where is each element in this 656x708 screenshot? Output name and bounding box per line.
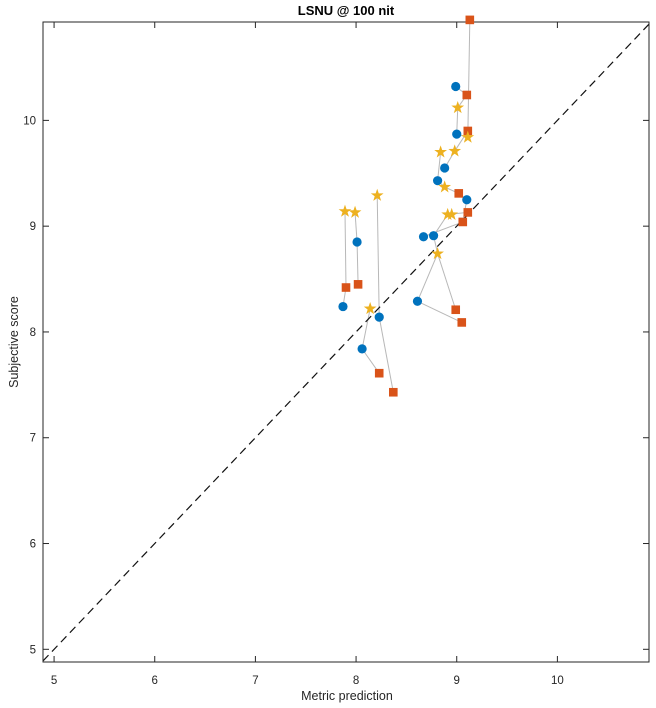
star-marker bbox=[431, 246, 444, 260]
identity-line bbox=[42, 23, 650, 662]
star-marker bbox=[445, 207, 459, 220]
square-marker bbox=[465, 15, 475, 25]
connector-line bbox=[376, 195, 380, 318]
y-tick-label: 6 bbox=[30, 539, 36, 551]
star-marker bbox=[448, 144, 462, 157]
y-tick-label: 8 bbox=[30, 327, 36, 339]
square-marker bbox=[462, 90, 472, 100]
square-marker bbox=[389, 387, 398, 397]
y-tick-label: 5 bbox=[30, 644, 36, 656]
circle-marker bbox=[451, 81, 461, 92]
connector-line bbox=[467, 19, 471, 138]
connector-line bbox=[361, 308, 371, 349]
star-marker bbox=[434, 145, 447, 158]
square-marker bbox=[457, 318, 467, 327]
star-marker bbox=[438, 180, 452, 193]
square-marker bbox=[458, 217, 468, 227]
connector-line bbox=[417, 253, 439, 302]
y-axis-label: Subjective score bbox=[7, 296, 21, 388]
square-marker bbox=[451, 305, 461, 315]
x-tick-label: 9 bbox=[454, 675, 460, 687]
circle-marker bbox=[412, 296, 423, 306]
x-tick-label: 10 bbox=[551, 675, 564, 687]
square-marker bbox=[463, 208, 473, 217]
axis-ticks bbox=[43, 22, 649, 662]
connector-lines bbox=[342, 19, 471, 393]
y-tick-label: 7 bbox=[30, 433, 36, 445]
circle-marker bbox=[374, 312, 384, 322]
data-markers bbox=[338, 15, 475, 397]
star-marker bbox=[451, 100, 465, 114]
connector-line bbox=[354, 212, 358, 243]
square-marker bbox=[454, 189, 464, 198]
circle-marker bbox=[440, 163, 450, 173]
y-tick-label: 9 bbox=[30, 221, 36, 233]
x-tick-label: 5 bbox=[51, 675, 57, 687]
axes-box bbox=[42, 21, 650, 663]
star-marker bbox=[370, 188, 384, 201]
star-marker bbox=[461, 130, 475, 143]
circle-marker bbox=[338, 301, 348, 312]
x-tick-label: 6 bbox=[152, 675, 158, 687]
x-tick-label: 8 bbox=[353, 675, 359, 687]
x-tick-label: 7 bbox=[252, 675, 258, 687]
connector-line bbox=[344, 211, 347, 288]
connector-line bbox=[437, 152, 442, 181]
axis-tick-labels: 5 6 7 8 9 10 5 6 7 8 9 10 bbox=[23, 115, 564, 687]
x-axis-label: Metric prediction bbox=[301, 689, 393, 703]
star-marker bbox=[338, 204, 352, 217]
connector-line bbox=[437, 253, 457, 310]
chart-title: LSNU @ 100 nit bbox=[298, 3, 395, 18]
connector-line bbox=[417, 300, 462, 323]
circle-marker bbox=[433, 176, 443, 186]
square-marker bbox=[353, 280, 363, 289]
circle-marker bbox=[352, 237, 362, 247]
star-marker bbox=[363, 301, 377, 315]
y-tick-label: 10 bbox=[23, 115, 36, 127]
square-marker bbox=[374, 368, 384, 378]
circle-marker bbox=[452, 129, 462, 139]
circle-marker bbox=[428, 231, 439, 241]
circle-marker bbox=[462, 195, 472, 205]
connector-line bbox=[378, 317, 394, 393]
connector-line bbox=[356, 242, 359, 285]
star-marker bbox=[348, 205, 362, 218]
circle-marker bbox=[418, 232, 429, 242]
square-marker bbox=[341, 283, 351, 292]
circle-marker bbox=[357, 344, 367, 354]
